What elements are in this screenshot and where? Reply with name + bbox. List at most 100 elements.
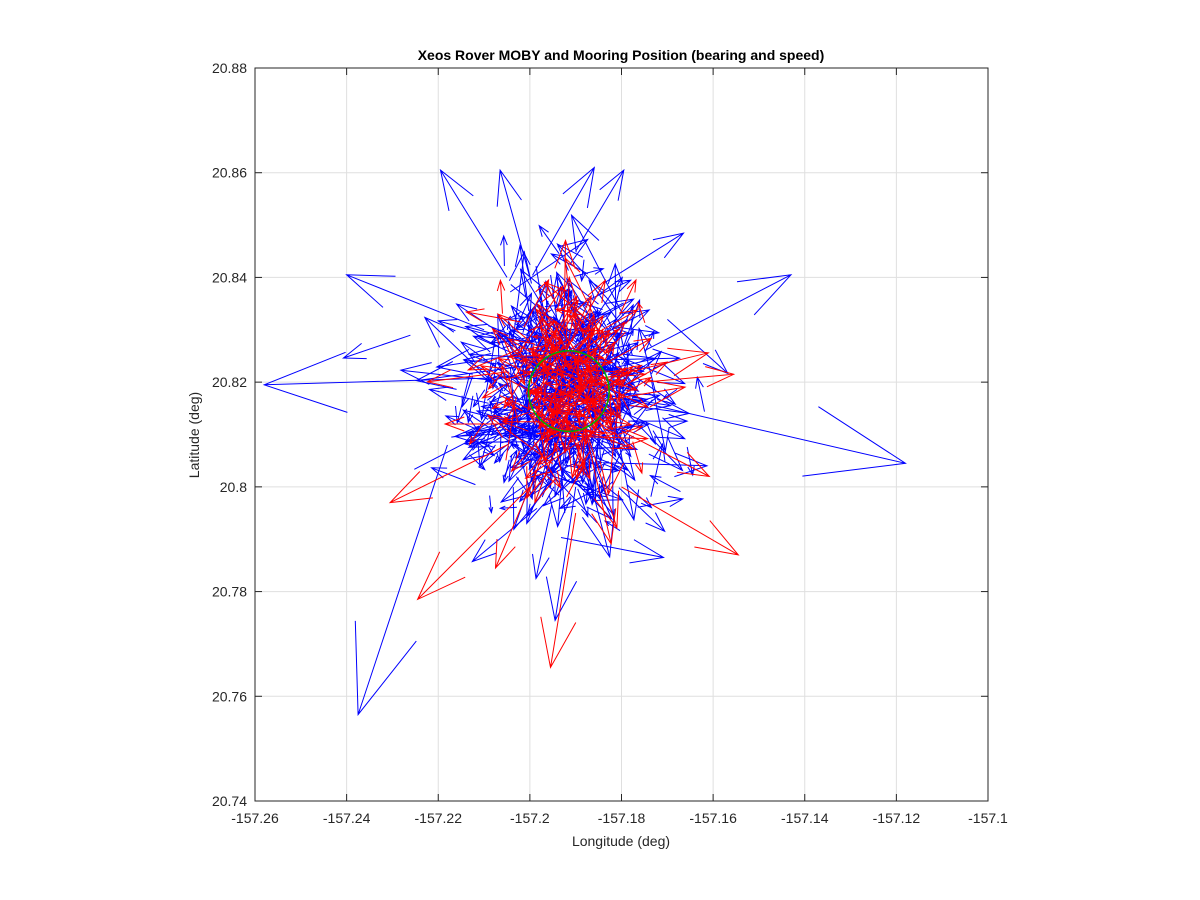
- x-tick-label: -157.26: [231, 810, 279, 826]
- quiver-arrow: [443, 416, 507, 432]
- quiver-arrow: [501, 411, 586, 432]
- quiver-arrow: [577, 488, 589, 519]
- quiver-arrow: [637, 301, 646, 324]
- x-tick-label: -157.1: [968, 810, 1008, 826]
- quiver-arrow: [573, 378, 603, 389]
- quiver-arrow: [494, 486, 531, 570]
- quiver-arrow: [571, 407, 587, 431]
- quiver-arrow: [426, 369, 507, 389]
- quiver-arrow: [500, 234, 508, 267]
- quiver-arrow: [496, 168, 531, 278]
- quiver-arrow: [584, 357, 593, 377]
- y-tick-label: 20.74: [212, 793, 247, 809]
- quiver-arrow: [548, 407, 562, 415]
- quiver-arrow: [621, 486, 740, 556]
- quiver-arrow: [509, 443, 526, 455]
- quiver-arrow: [345, 274, 485, 331]
- quiver-arrow: [584, 324, 593, 358]
- quiver-arrow: [540, 316, 553, 351]
- quiver-arrow: [496, 278, 506, 314]
- quiver-arrow: [575, 168, 625, 252]
- y-tick-label: 20.88: [212, 60, 247, 76]
- quiver-arrow: [399, 362, 497, 385]
- quiver-arrow: [599, 320, 626, 354]
- quiver-arrow: [599, 389, 625, 496]
- quiver-arrow: [427, 386, 489, 404]
- x-tick-label: -157.2: [510, 810, 550, 826]
- quiver-arrow: [603, 337, 653, 365]
- quiver-arrow: [466, 346, 526, 371]
- quiver-arrow: [532, 504, 553, 581]
- quiver-arrow: [554, 239, 576, 332]
- quiver-arrow: [590, 373, 599, 390]
- quiver-arrow: [637, 495, 685, 508]
- chart-title: Xeos Rover MOBY and Mooring Position (be…: [418, 47, 825, 63]
- quiver-arrow: [478, 437, 517, 467]
- quiver-arrow: [542, 332, 560, 403]
- quiver-arrow: [579, 302, 603, 310]
- y-tick-label: 20.82: [212, 374, 247, 390]
- quiver-arrow: [598, 392, 907, 477]
- quiver-arrow: [528, 388, 565, 397]
- quiver-arrow: [531, 337, 587, 379]
- quiver-arrow: [557, 364, 574, 369]
- y-tick-label: 20.86: [212, 165, 247, 181]
- quiver-arrow: [530, 350, 560, 386]
- quiver-arrow: [618, 425, 644, 435]
- quiver-arrow: [626, 484, 653, 509]
- quiver-arrow: [602, 232, 685, 285]
- quiver-arrow: [488, 495, 494, 514]
- quiver-arrow: [570, 213, 624, 317]
- quiver-arrow: [603, 463, 619, 471]
- quiver-arrow: [644, 366, 736, 388]
- quiver-arrow: [586, 437, 617, 546]
- x-tick-label: -157.22: [415, 810, 463, 826]
- quiver-arrow: [506, 389, 552, 433]
- quiver-arrow: [571, 279, 607, 342]
- quiver-arrow: [621, 298, 641, 352]
- quiver-arrow: [599, 401, 687, 440]
- quiver-arrow: [603, 520, 621, 532]
- quiver-arrow: [598, 383, 650, 408]
- y-tick-label: 20.8: [220, 479, 247, 495]
- x-tick-label: -157.12: [873, 810, 921, 826]
- quiver-arrow: [579, 259, 586, 283]
- quiver-arrow: [644, 274, 793, 352]
- y-tick-label: 20.84: [212, 269, 247, 285]
- quiver-arrow: [555, 394, 569, 409]
- quiver-arrow: [582, 365, 633, 378]
- quiver-arrow: [619, 278, 637, 315]
- quiver-arrow: [503, 449, 518, 478]
- quiver-arrow: [466, 395, 474, 424]
- quiver-arrow: [262, 351, 530, 413]
- quiver-arrow: [481, 383, 507, 399]
- y-tick-label: 20.78: [212, 584, 247, 600]
- quiver-arrow: [554, 320, 591, 372]
- y-axis-label: Latitude (deg): [186, 392, 202, 478]
- quiver-arrow: [531, 334, 549, 340]
- quiver-arrow: [545, 486, 578, 622]
- quiver-arrow: [557, 339, 570, 345]
- quiver-arrow: [650, 442, 666, 497]
- quiver-arrow: [487, 374, 501, 390]
- quiver-arrow: [604, 410, 615, 427]
- quiver-arrow: [491, 327, 532, 368]
- quiver-arrow: [573, 267, 605, 277]
- quiver-arrow: [504, 401, 523, 412]
- quiver-arrow: [569, 388, 581, 427]
- y-tick-label: 20.76: [212, 688, 247, 704]
- quiver-arrow: [472, 389, 486, 408]
- quiver-arrow: [546, 411, 556, 441]
- quiver-arrow: [598, 373, 623, 386]
- quiver-arrow: [667, 319, 729, 375]
- quiver-arrow: [523, 278, 550, 328]
- quiver-arrow: [493, 414, 510, 421]
- x-tick-label: -157.18: [598, 810, 646, 826]
- quiver-arrow: [439, 168, 508, 278]
- quiver-arrow: [561, 398, 589, 407]
- quiver-arrow: [604, 331, 626, 355]
- x-axis-label: Longitude (deg): [572, 833, 670, 849]
- quiver-arrow: [534, 409, 571, 504]
- quiver-arrow: [649, 474, 681, 493]
- quiver-arrow: [496, 432, 504, 464]
